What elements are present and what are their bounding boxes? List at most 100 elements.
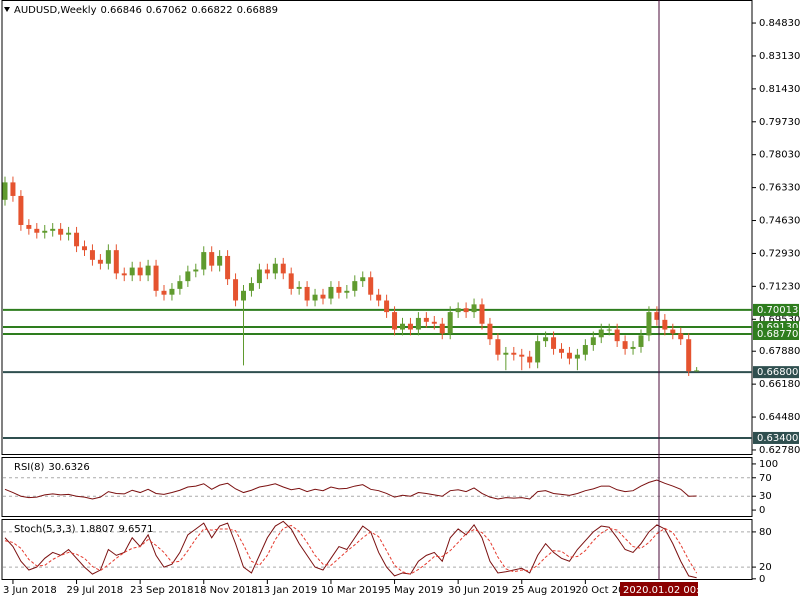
y-tick-label: 0 — [759, 574, 765, 585]
candle-body — [622, 341, 628, 349]
candle-body — [129, 267, 135, 276]
candle-body — [10, 182, 16, 196]
candle-body — [225, 255, 231, 280]
candle-body — [455, 308, 461, 313]
indicator-line — [4, 479, 697, 500]
candle-body — [288, 273, 294, 289]
y-tick-label: 0.78030 — [759, 150, 800, 161]
candle-body — [2, 182, 8, 200]
candle-body — [662, 319, 668, 330]
candle-body — [320, 294, 326, 299]
pane-border — [1, 457, 753, 517]
candle-body — [145, 265, 151, 276]
y-tick-label: 0.72930 — [759, 248, 800, 259]
level-label-box — [753, 431, 799, 444]
candle-body — [177, 281, 183, 289]
candle-body — [678, 333, 684, 340]
candle-body — [694, 370, 700, 372]
level-label: 0.66800 — [757, 367, 798, 378]
candle-body — [598, 329, 604, 338]
candle-body — [272, 263, 278, 274]
x-tick-label: 13 Jan 2019 — [257, 585, 317, 596]
x-tick-label: 30 Jun 2019 — [448, 585, 508, 596]
y-tick-label: 0.84830 — [759, 18, 800, 29]
candle-body — [407, 323, 413, 330]
y-tick-label: 100 — [759, 459, 778, 470]
candle-body — [543, 337, 549, 342]
x-tick-label: 5 May 2019 — [385, 585, 444, 596]
candle-body — [360, 277, 366, 282]
header-part: RSI(8) — [14, 462, 45, 473]
candle-body — [519, 354, 525, 357]
pane-border — [1, 519, 753, 580]
candle-body — [344, 290, 350, 293]
candle-body — [654, 312, 660, 320]
pane-header: Stoch(5,3,3) 1.8807 9.6571 — [14, 524, 153, 535]
candle-body — [169, 288, 175, 295]
candle-body — [614, 329, 620, 342]
pane-header: RSI(8) 30.6326 — [14, 462, 90, 473]
y-tick-label: 0.69530 — [759, 314, 800, 325]
candle-body — [503, 352, 509, 355]
candle-body — [670, 329, 676, 334]
candle-body — [58, 228, 64, 235]
indicator-line — [4, 520, 697, 579]
candle-body — [312, 294, 318, 301]
candle-body — [384, 300, 390, 313]
candle-body — [304, 286, 310, 301]
candle-body — [431, 321, 437, 324]
candle-body — [97, 259, 103, 264]
y-tick-label: 0.79730 — [759, 117, 800, 128]
candle-body — [50, 228, 56, 231]
candle-body — [479, 304, 485, 324]
menu-arrow[interactable] — [4, 7, 10, 12]
candle-body — [566, 352, 572, 359]
candle-body — [153, 265, 159, 291]
y-tick-label: 20 — [759, 562, 772, 573]
x-tick-label: 18 Nov 2018 — [194, 585, 258, 596]
y-tick-label: 30 — [759, 491, 772, 502]
header-part: 9.6571 — [118, 524, 153, 535]
header-part: 0.66846 — [101, 5, 142, 16]
candle-body — [66, 232, 72, 235]
candle-body — [74, 232, 80, 247]
candle-body — [415, 317, 421, 330]
candle-body — [686, 339, 692, 372]
candle-body — [209, 252, 215, 266]
level-label-box — [753, 303, 799, 316]
candle-body — [638, 335, 644, 347]
level-label-box — [753, 327, 799, 340]
candle-body — [527, 356, 533, 363]
candle-body — [248, 283, 254, 291]
y-tick-label: 0 — [759, 505, 765, 516]
header-part: 30.6326 — [48, 462, 89, 473]
y-tick-label: 0.81430 — [759, 84, 800, 95]
header-part: AUDUSD,Weekly — [14, 5, 97, 16]
candle-body — [185, 271, 191, 282]
y-tick-label: 0.83130 — [759, 51, 800, 62]
indicator-line — [4, 524, 698, 575]
candle-body — [328, 286, 334, 299]
candle-body — [630, 346, 636, 349]
candle-body — [646, 312, 652, 336]
candle-body — [161, 290, 167, 295]
candle-body — [423, 317, 429, 322]
cursor-label-box — [620, 582, 698, 596]
candle-body — [137, 267, 143, 276]
candle-body — [559, 348, 564, 353]
candle-body — [463, 308, 469, 313]
candle-body — [256, 269, 262, 284]
candle-body — [495, 339, 501, 355]
level-label-box — [753, 366, 799, 379]
x-tick-label: 25 Aug 2019 — [512, 585, 576, 596]
x-tick-label: 3 Jun 2018 — [3, 585, 57, 596]
candle-body — [352, 281, 358, 291]
y-tick-label: 0.66180 — [759, 379, 800, 390]
candle-body — [535, 341, 541, 363]
candle-body — [590, 337, 596, 346]
candle-body — [376, 294, 382, 301]
y-tick-label: 0.71230 — [759, 281, 800, 292]
level-label: 0.69130 — [757, 322, 798, 333]
